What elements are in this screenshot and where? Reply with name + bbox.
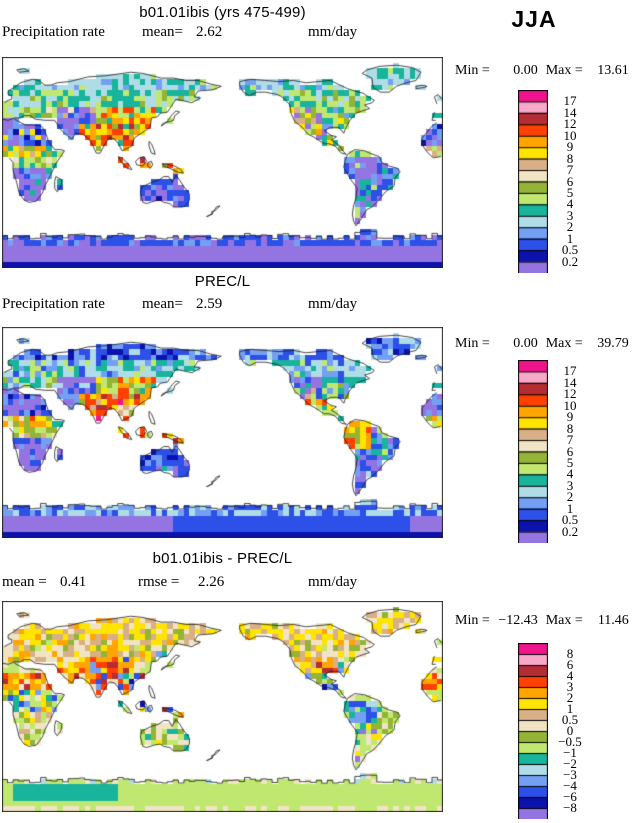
- colorbar-swatches: [518, 360, 548, 543]
- colorbar-tick-label: 8: [566, 420, 574, 436]
- panel1-mean-value: 2.62: [196, 24, 223, 40]
- panel2-title: PREC/L: [194, 273, 251, 290]
- panel2-mean-label: mean=: [142, 296, 183, 312]
- colorbar-tick-label: 0.5: [561, 712, 579, 727]
- obs-precip-map: [2, 327, 443, 538]
- min-label: Min =: [455, 63, 490, 78]
- min-value: −12.43: [498, 613, 538, 628]
- season-label: JJA: [511, 6, 557, 32]
- colorbar-tick-label: 8: [566, 150, 574, 166]
- panel1-minmax-line: Min = 0.00 Max = 13.61: [455, 63, 634, 79]
- colorbar-tick-label: 5: [566, 454, 574, 470]
- panel2-minmax-line: Min = 0.00 Max = 39.79: [455, 336, 634, 352]
- panel1-units-label: mm/day: [308, 24, 358, 40]
- colorbar-tick-label: 0.2: [561, 523, 579, 539]
- panel3-rmse-label: rmse =: [138, 574, 180, 590]
- colorbar-tick-label: 0.2: [561, 253, 579, 269]
- min-value: 0.00: [513, 336, 538, 351]
- colorbar-tick-label: 10: [563, 127, 577, 143]
- colorbar-tick-label: 0.5: [561, 242, 579, 258]
- colorbar-tick-label: −1: [563, 745, 577, 760]
- max-value: 39.79: [597, 336, 629, 351]
- colorbar-tick-label: 3: [566, 207, 574, 223]
- colorbar-tick-label: 1: [566, 701, 574, 716]
- colorbar-tick-label: 8: [566, 646, 574, 661]
- colorbar-tick-label: −8: [563, 800, 577, 815]
- colorbar-tick-label: −6: [563, 789, 577, 804]
- panel2-mean-value: 2.59: [196, 296, 223, 312]
- colorbar-tick-label: 5: [566, 184, 574, 200]
- colorbar-tick-label: −0.5: [558, 734, 582, 749]
- colorbar-tick-label: 14: [563, 374, 577, 390]
- colorbar-tick-label: 2: [566, 690, 574, 705]
- colorbar-tick-label: −2: [563, 756, 577, 771]
- colorbar-tick-label: 1: [566, 500, 574, 516]
- panel2-variable-label: Precipitation rate: [2, 296, 105, 312]
- difference-map: [2, 601, 443, 812]
- colorbar-tick-label: 4: [566, 466, 574, 482]
- panel3-units-label: mm/day: [308, 574, 358, 590]
- panel2-units-label: mm/day: [308, 296, 358, 312]
- colorbar-tick-label: 4: [566, 196, 574, 212]
- max-value: 11.46: [597, 613, 629, 628]
- colorbar-tick-label: 7: [566, 162, 574, 178]
- panel1-title: b01.01ibis (yrs 475-499): [139, 4, 306, 21]
- colorbar-tick-label: −3: [563, 767, 577, 782]
- min-value: 0.00: [513, 63, 538, 78]
- min-label: Min =: [455, 336, 490, 351]
- panel1-colorbar: 17 14 12 10 9 8 7 6 5 4 3 2 1 0.5 0.2: [518, 90, 594, 273]
- colorbar-tick-label: 6: [566, 657, 574, 672]
- min-label: Min =: [455, 613, 490, 628]
- colorbar-tick-label: 4: [566, 668, 574, 683]
- max-label: Max =: [545, 336, 583, 351]
- colorbar-tick-label: 6: [566, 443, 574, 459]
- model-precip-map: [2, 57, 443, 268]
- max-value: 13.61: [597, 63, 629, 78]
- panel3-rmse-value: 2.26: [198, 574, 225, 590]
- panel3-colorbar: 8 6 4 3 2 1 0.5 0 −0.5 −1 −2 −3 −4 −6 −8: [518, 643, 594, 819]
- colorbar-tick-label: 12: [563, 116, 577, 132]
- colorbar-tick-label: 14: [563, 104, 577, 120]
- colorbar-tick-label: 2: [566, 219, 574, 235]
- colorbar-tick-label: 1: [566, 230, 574, 246]
- colorbar-tick-label: 7: [566, 432, 574, 448]
- panel1-mean-label: mean=: [142, 24, 183, 40]
- colorbar-tick-label: 9: [566, 409, 574, 425]
- colorbar-tick-label: 17: [563, 363, 577, 379]
- panel1-variable-label: Precipitation rate: [2, 24, 105, 40]
- colorbar-tick-label: 6: [566, 173, 574, 189]
- colorbar-tick-label: 12: [563, 386, 577, 402]
- panel3-minmax-line: Min = −12.43 Max = 11.46: [455, 613, 634, 629]
- colorbar-tick-label: 3: [566, 477, 574, 493]
- max-label: Max =: [545, 613, 583, 628]
- colorbar-tick-label: 3: [566, 679, 574, 694]
- max-label: Max =: [545, 63, 583, 78]
- panel3-mean-label: mean =: [2, 574, 47, 590]
- colorbar-tick-label: 17: [563, 93, 577, 109]
- colorbar-tick-label: −4: [563, 778, 577, 793]
- colorbar-swatches: [518, 643, 548, 819]
- colorbar-tick-label: 0: [566, 723, 574, 738]
- colorbar-tick-label: 0.5: [561, 512, 579, 528]
- colorbar-tick-label: 9: [566, 139, 574, 155]
- panel3-mean-value: 0.41: [60, 574, 87, 590]
- colorbar-swatches: [518, 90, 548, 273]
- colorbar-tick-label: 2: [566, 489, 574, 505]
- colorbar-tick-label: 10: [563, 397, 577, 413]
- panel2-colorbar: 17 14 12 10 9 8 7 6 5 4 3 2 1 0.5 0.2: [518, 360, 594, 543]
- panel3-title: b01.01ibis - PREC/L: [152, 550, 293, 567]
